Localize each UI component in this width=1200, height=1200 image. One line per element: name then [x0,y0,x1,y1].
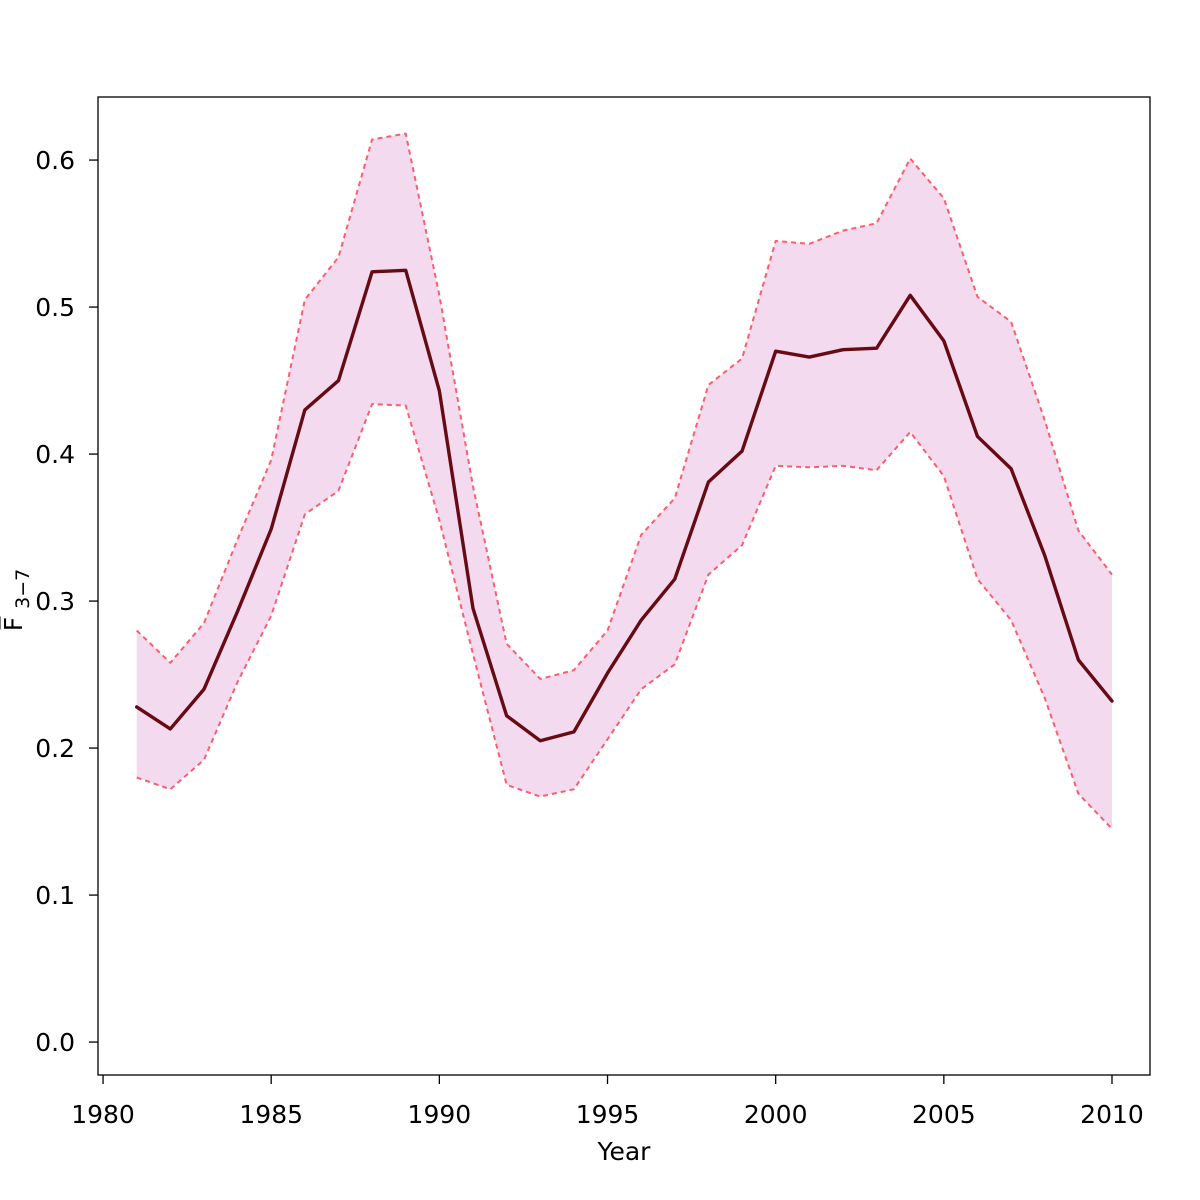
mean-line-group [134,268,1114,743]
y-tick-label: 0.1 [35,881,75,910]
x-axis-title: Year [597,1137,652,1166]
plot-border [97,96,1151,1076]
y-tick-label: 0.3 [35,587,75,616]
x-tick-label: 1980 [71,1100,135,1129]
x-tick-label: 2005 [912,1100,976,1129]
y-axis-title-subscript: 3−7 [12,569,34,609]
x-tick-label: 2000 [744,1100,808,1129]
mean-line [134,268,1114,743]
axes-group: 1980 1985 1990 1995 2000 2005 2010 0.0 0.1 0.2 0.3… [35,96,1151,1129]
y-tick-label: 0.2 [35,734,75,763]
y-tick-label: 0.5 [35,293,75,322]
x-tick-label: 2010 [1080,1100,1144,1129]
x-tick-label: 1990 [408,1100,472,1129]
confidence-band [136,133,1112,829]
lower-ci-line [136,403,1113,830]
y-tick-label: 0.4 [35,440,75,469]
y-axis-title: F̅ 3−7 [0,569,34,631]
x-tick-label: 1995 [576,1100,640,1129]
y-axis-title-main: F̅ [0,616,28,631]
x-tick-label: 1985 [239,1100,303,1129]
confidence-band-group [135,132,1113,830]
y-tick-label: 0.0 [35,1028,75,1057]
y-tick-label: 0.6 [35,146,75,175]
